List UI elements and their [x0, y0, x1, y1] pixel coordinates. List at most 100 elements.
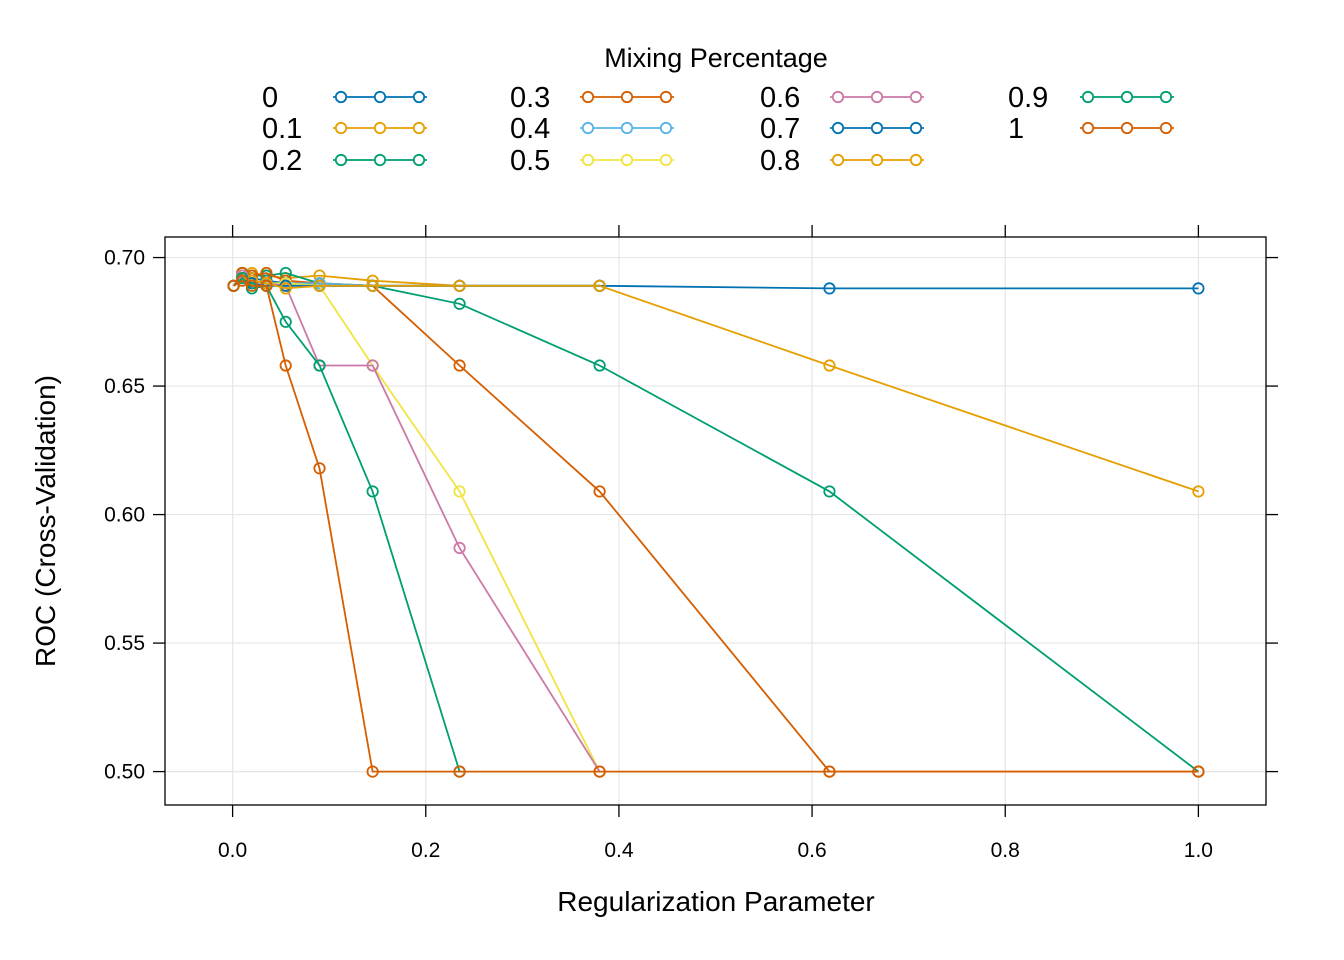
- legend-label: 0.4: [510, 113, 550, 145]
- data-point: [279, 315, 292, 328]
- series-line: [232, 274, 601, 773]
- series-0-6: [227, 269, 606, 778]
- legend-marker: [581, 121, 595, 135]
- series-0-1: [227, 266, 1205, 498]
- data-point: [1192, 765, 1205, 778]
- legend-marker: [870, 153, 884, 167]
- legend-item: 0.9: [1008, 82, 1174, 114]
- legend-marker: [620, 90, 634, 104]
- legend-label: 0.3: [510, 82, 550, 114]
- data-point: [823, 359, 836, 372]
- legend-marker: [659, 90, 673, 104]
- legend-marker: [831, 121, 845, 135]
- legend-marker: [620, 153, 634, 167]
- series-0-9: [227, 272, 466, 778]
- data-point: [366, 279, 379, 292]
- data-point: [593, 485, 606, 498]
- series-line: [232, 271, 1199, 773]
- legend-items: 00.10.2 0.30.40.5 0.60.70.8 0.91: [262, 82, 1174, 177]
- x-tick-label: 1.0: [1184, 839, 1213, 862]
- data-point: [313, 462, 326, 475]
- series-line: [233, 279, 1199, 773]
- legend-marker: [373, 121, 387, 135]
- series-line: [232, 272, 1199, 493]
- data-point: [236, 274, 249, 287]
- series-line: [233, 277, 600, 290]
- series-0-3: [227, 266, 1205, 778]
- legend-label: 0.7: [760, 113, 800, 145]
- legend-title: Mixing Percentage: [604, 43, 828, 73]
- series-layer: [227, 266, 1205, 778]
- series-0-5: [227, 269, 606, 778]
- legend-item: 0.8: [760, 145, 924, 177]
- legend-marker: [909, 90, 923, 104]
- plot-frame: [164, 236, 1267, 806]
- legend-label: 0.2: [262, 145, 302, 177]
- data-point: [593, 359, 606, 372]
- legend-item: 0.4: [510, 113, 674, 145]
- data-point: [453, 359, 466, 372]
- legend-marker: [412, 153, 426, 167]
- legend-marker: [412, 121, 426, 135]
- series-0-2: [227, 266, 1205, 778]
- series-line: [232, 274, 601, 773]
- data-point: [227, 279, 240, 292]
- legend-label: 0.6: [760, 82, 800, 114]
- legend-marker: [870, 90, 884, 104]
- y-tick-label: 0.65: [104, 375, 145, 398]
- x-tick-label: 0.6: [797, 839, 826, 862]
- legend-label: 0.9: [1008, 82, 1048, 114]
- legend-marker: [581, 90, 595, 104]
- legend-label: 0.5: [510, 145, 550, 177]
- legend-marker: [870, 121, 884, 135]
- data-point: [1192, 485, 1205, 498]
- legend-marker: [831, 90, 845, 104]
- y-tick-label: 0.60: [104, 504, 145, 527]
- data-point: [823, 765, 836, 778]
- legend-marker: [581, 153, 595, 167]
- legend-label: 0.1: [262, 113, 302, 145]
- legend-marker: [373, 90, 387, 104]
- legend-marker: [1081, 121, 1095, 135]
- data-point: [593, 765, 606, 778]
- legend-item: 0.3: [510, 82, 674, 114]
- data-point: [453, 297, 466, 310]
- legend-marker: [659, 153, 673, 167]
- legend-item: 0.7: [760, 113, 924, 145]
- legend-marker: [334, 90, 348, 104]
- x-tick-label: 0.2: [411, 839, 440, 862]
- legend-marker: [659, 121, 673, 135]
- legend-label: 0: [262, 82, 278, 114]
- y-tick-label: 0.50: [104, 761, 145, 784]
- data-point: [823, 282, 836, 295]
- data-point: [313, 359, 326, 372]
- data-point: [260, 279, 273, 292]
- data-point: [313, 279, 326, 292]
- data-point: [279, 359, 292, 372]
- data-point: [453, 765, 466, 778]
- data-point: [279, 282, 292, 295]
- series-line: [233, 276, 461, 772]
- x-tick-label: 0.8: [991, 839, 1020, 862]
- legend-item: 0.2: [262, 145, 427, 177]
- data-point: [1192, 282, 1205, 295]
- legend-marker: [334, 121, 348, 135]
- legend-marker: [1120, 121, 1134, 135]
- legend-item: 1: [1008, 113, 1174, 145]
- legend-marker: [831, 153, 845, 167]
- legend-item: 0.5: [510, 145, 674, 177]
- legend-marker: [909, 153, 923, 167]
- legend-marker: [909, 121, 923, 135]
- legend: Mixing Percentage 00.10.2 0.30.40.5 0.60.7…: [262, 43, 1174, 177]
- legend-item: 0.1: [262, 113, 427, 145]
- grid: [165, 237, 1266, 805]
- y-tick-label: 0.70: [104, 247, 145, 270]
- data-point: [366, 765, 379, 778]
- x-tick-label: 0.4: [604, 839, 634, 862]
- legend-marker: [1159, 121, 1173, 135]
- data-point: [453, 541, 466, 555]
- data-point: [823, 485, 836, 498]
- data-point: [245, 279, 259, 292]
- y-tick-label: 0.55: [104, 632, 145, 655]
